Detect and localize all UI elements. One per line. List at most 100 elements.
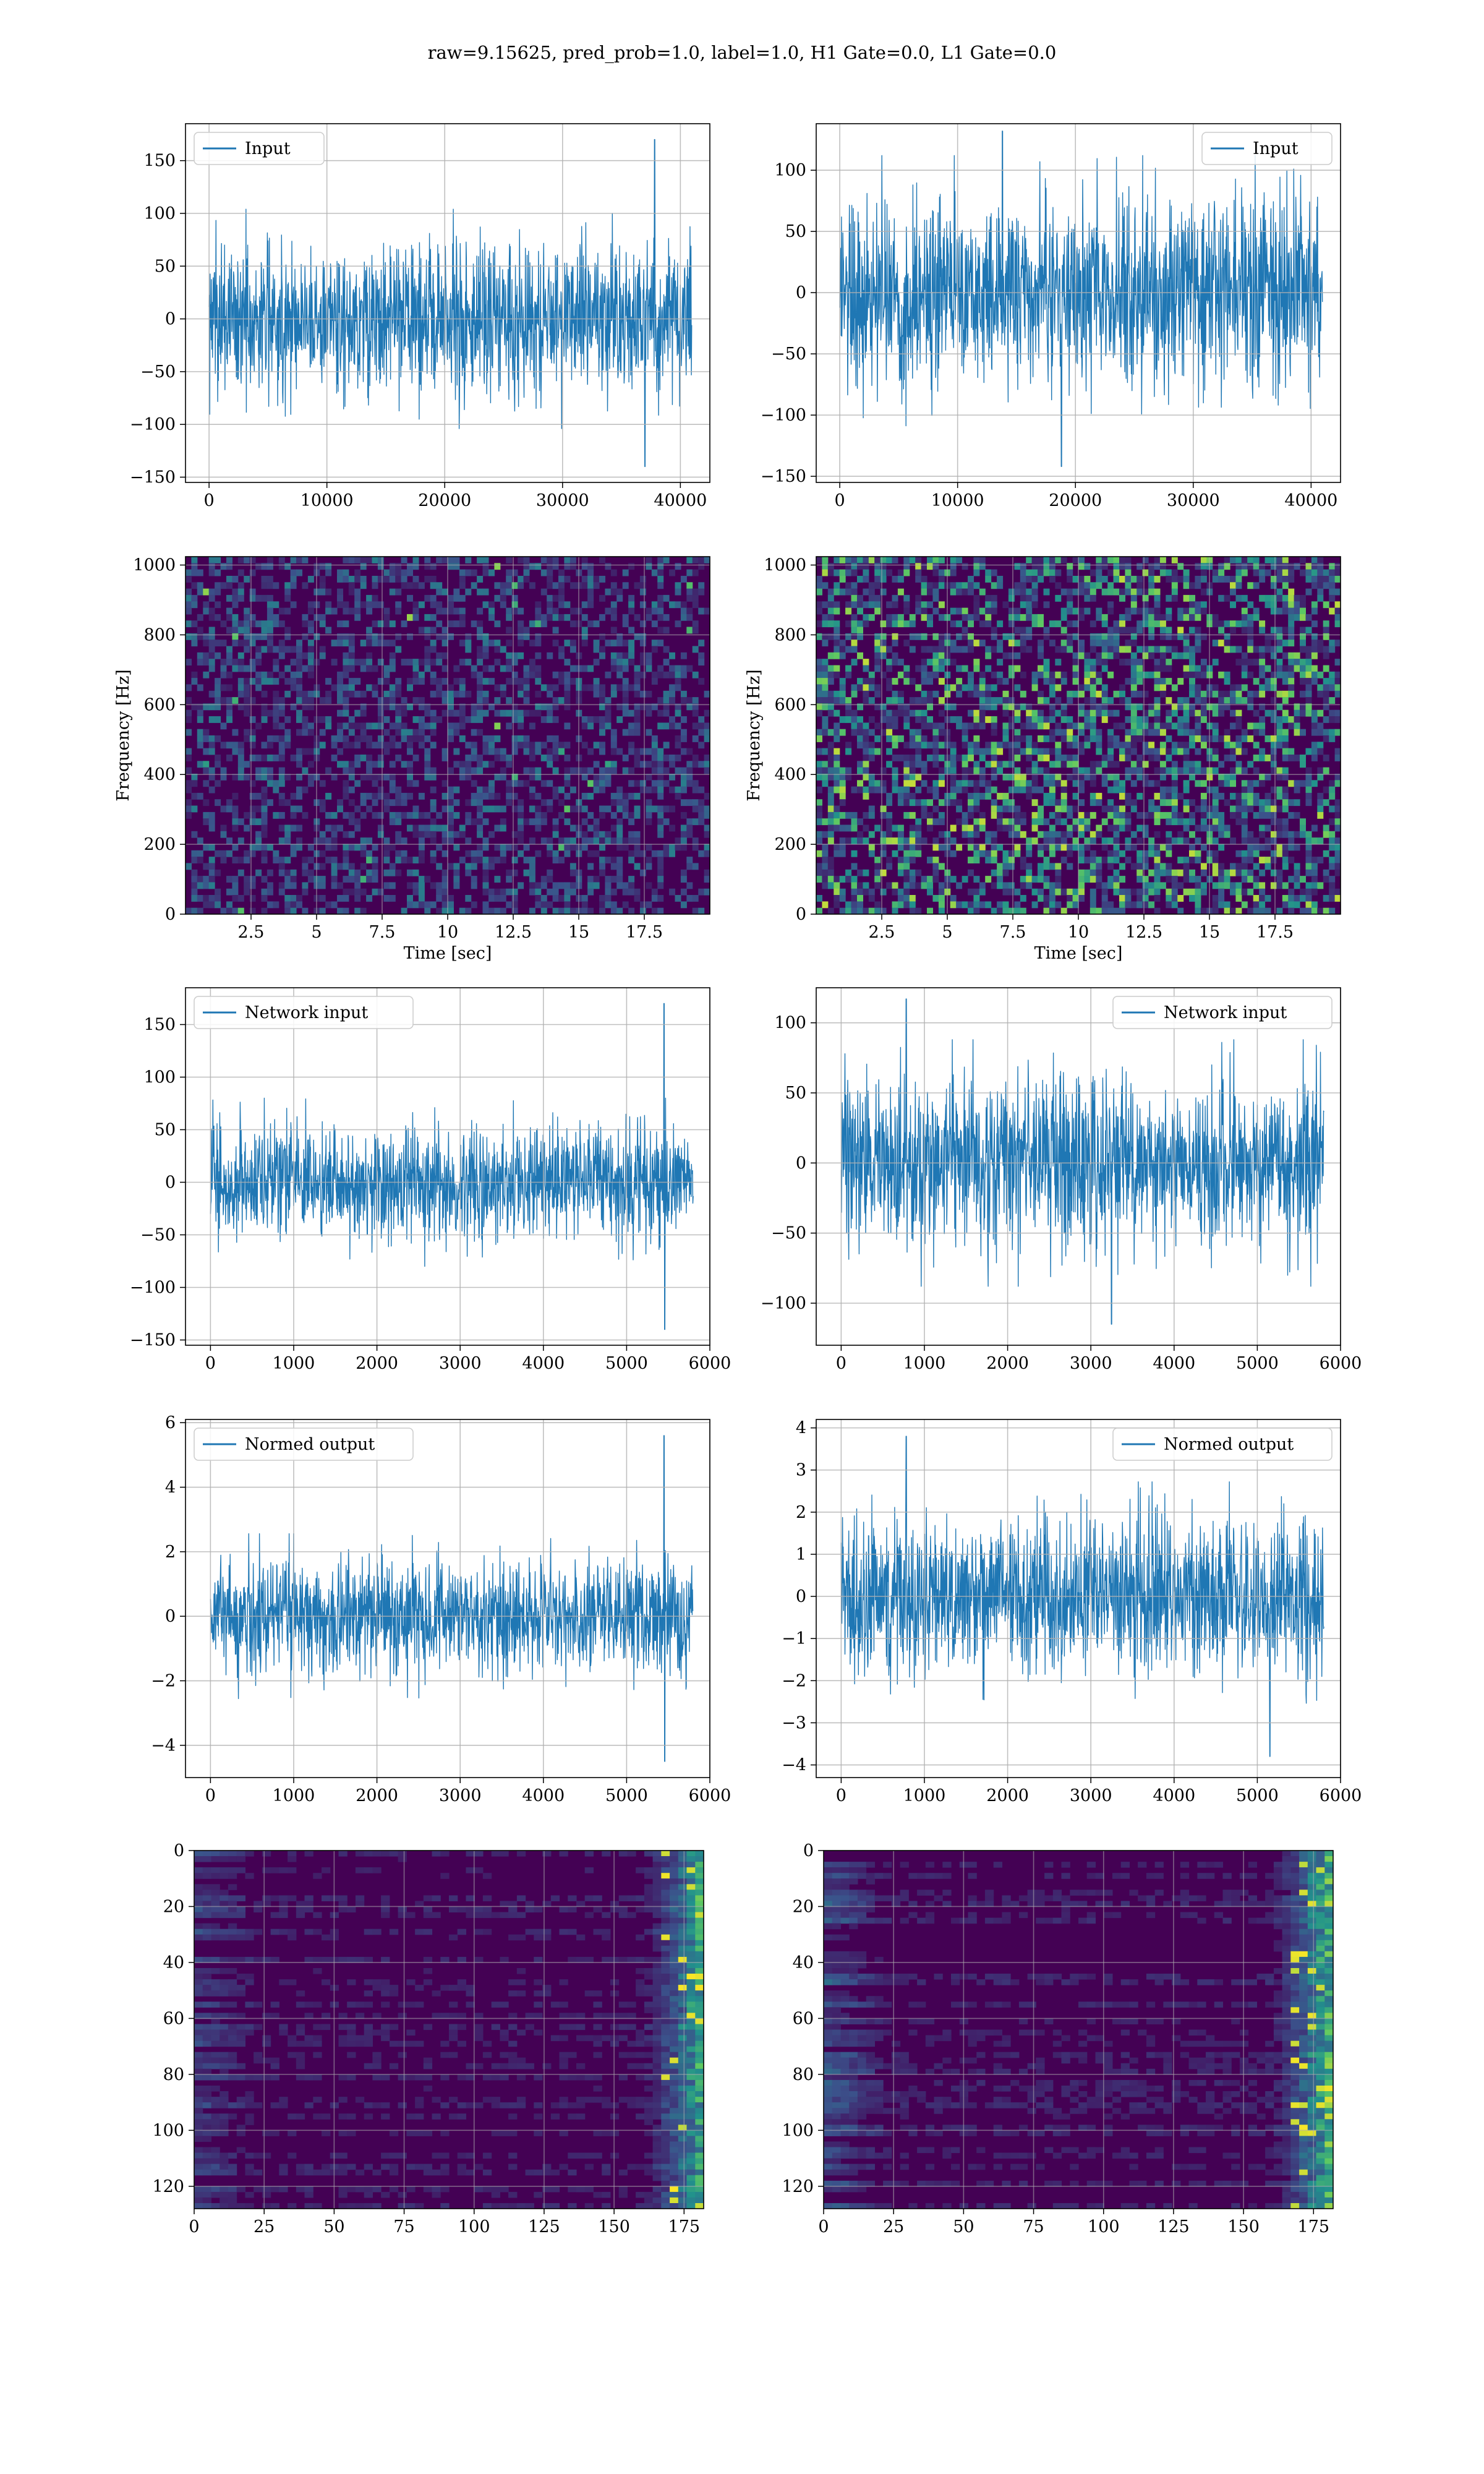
- feature-map-l1-image: [824, 1851, 1333, 2209]
- y-tick-label: 0: [796, 1587, 806, 1606]
- y-tick-label: −150: [130, 468, 176, 487]
- x-tick-label: 0: [205, 1354, 216, 1373]
- legend-label: Normed output: [1164, 1435, 1294, 1454]
- y-tick-label: 3: [796, 1461, 806, 1480]
- y-tick-label: 400: [143, 765, 176, 784]
- spectrogram-h1-panel: 2.5 5 7.5 10 12.5 15 17.5 0 200 400 600 800 1000 Time…: [114, 556, 710, 963]
- x-tick-label: 2.5: [869, 923, 895, 942]
- network-input-h1-legend: Network input: [194, 996, 414, 1029]
- y-tick-label: 0: [796, 1154, 806, 1173]
- y-tick-label: 100: [774, 1014, 806, 1033]
- y-tick-label: 0: [165, 310, 176, 329]
- x-tick-label: 17.5: [1256, 923, 1294, 942]
- y-tick-label: −100: [130, 415, 176, 434]
- x-tick-label: 2000: [986, 1786, 1029, 1805]
- input-h1-series-line: [208, 139, 693, 468]
- normed-output-h1-panel: 0 1000 2000 3000 4000 5000 6000 −4 −2 0 2 4 6 Normed …: [151, 1413, 731, 1805]
- x-tick-label: 5000: [1236, 1786, 1279, 1805]
- x-tick-label: 75: [1023, 2217, 1044, 2236]
- x-tick-label: 3000: [1070, 1354, 1112, 1373]
- y-tick-label: 100: [143, 1068, 176, 1087]
- x-tick-label: 5: [311, 923, 322, 942]
- normed-output-l1-frame: [816, 1419, 1341, 1778]
- y-tick-label: 200: [774, 835, 806, 854]
- network-input-l1-panel: 0 1000 2000 3000 4000 5000 6000 −100 −50 0 50 100 Ne…: [761, 987, 1362, 1373]
- y-tick-label: 0: [165, 1173, 176, 1192]
- y-tick-label: −4: [782, 1756, 806, 1775]
- x-tick-label: 5: [942, 923, 952, 942]
- y-tick-label: 0: [165, 905, 176, 924]
- x-tick-label: 10000: [301, 491, 354, 510]
- x-tick-label: 1000: [903, 1786, 946, 1805]
- y-tick-label: 50: [785, 222, 806, 241]
- x-tick-label: 0: [204, 491, 215, 510]
- feature-map-h1-frame: [194, 1850, 704, 2209]
- y-tick-label: 2: [796, 1503, 806, 1522]
- x-tick-label: 12.5: [495, 923, 532, 942]
- y-tick-label: 400: [774, 765, 806, 784]
- y-tick-label: 2: [165, 1543, 176, 1562]
- y-tick-label: 20: [793, 1897, 814, 1916]
- y-tick-label: 600: [143, 695, 176, 714]
- input-l1-frame: [816, 123, 1341, 483]
- y-tick-label: 1000: [133, 556, 176, 575]
- y-tick-label: 0: [796, 283, 806, 302]
- x-tick-label: 2.5: [238, 923, 265, 942]
- normed-output-l1-legend: Normed output: [1112, 1427, 1333, 1461]
- y-tick-label: 800: [143, 625, 176, 644]
- y-tick-label: 0: [165, 1607, 176, 1626]
- x-tick-label: 2000: [356, 1786, 398, 1805]
- x-tick-label: 4000: [522, 1786, 565, 1805]
- x-tick-label: 40000: [654, 491, 707, 510]
- x-tick-label: 7.5: [369, 923, 396, 942]
- y-tick-label: 1: [796, 1545, 806, 1564]
- legend-label: Normed output: [245, 1435, 375, 1454]
- x-tick-label: 6000: [689, 1354, 731, 1373]
- spectrogram-l1-panel: 2.5 5 7.5 10 12.5 15 17.5 0 200 400 600 800 1000 Time…: [744, 556, 1341, 963]
- network-input-l1-legend: Network input: [1112, 996, 1333, 1029]
- x-tick-label: 30000: [1167, 491, 1220, 510]
- x-tick-label: 10: [1068, 923, 1089, 942]
- x-tick-label: 0: [205, 1786, 216, 1805]
- y-tick-label: 40: [793, 1953, 814, 1972]
- y-tick-label: 150: [143, 1016, 176, 1035]
- y-tick-label: −50: [140, 362, 176, 382]
- x-tick-label: 3000: [439, 1354, 482, 1373]
- x-tick-label: 5000: [1236, 1354, 1279, 1373]
- x-tick-label: 0: [835, 491, 845, 510]
- x-tick-label: 25: [883, 2217, 904, 2236]
- x-tick-label: 0: [189, 2217, 199, 2236]
- legend-label: Input: [245, 139, 291, 158]
- x-tick-label: 1000: [273, 1354, 315, 1373]
- y-tick-label: 100: [143, 204, 176, 223]
- x-tick-label: 75: [393, 2217, 414, 2236]
- x-tick-label: 2000: [356, 1354, 398, 1373]
- x-tick-label: 25: [254, 2217, 275, 2236]
- x-tick-label: 100: [1088, 2217, 1120, 2236]
- y-tick-label: −4: [151, 1736, 176, 1755]
- y-tick-label: −2: [782, 1671, 806, 1690]
- normed-output-l1-panel: 0 1000 2000 3000 4000 5000 6000 −4 −3 −2 −1 0 1 2 3 4 No…: [782, 1419, 1362, 1805]
- y-tick-label: 120: [152, 2177, 184, 2196]
- x-tick-label: 15: [1199, 923, 1220, 942]
- x-tick-label: 175: [668, 2217, 701, 2236]
- y-tick-label: 200: [143, 835, 176, 854]
- y-tick-label: 60: [163, 2009, 184, 2028]
- y-tick-label: −50: [771, 345, 806, 364]
- y-tick-label: 0: [796, 905, 806, 924]
- x-tick-label: 10: [437, 923, 458, 942]
- x-tick-label: 150: [1227, 2217, 1260, 2236]
- y-tick-label: 150: [143, 152, 176, 171]
- y-tick-label: 6: [165, 1413, 176, 1432]
- y-tick-label: −50: [140, 1226, 176, 1245]
- x-tick-label: 6000: [689, 1786, 731, 1805]
- x-tick-label: 7.5: [1000, 923, 1026, 942]
- x-tick-label: 40000: [1284, 491, 1337, 510]
- x-tick-label: 10000: [931, 491, 984, 510]
- x-tick-label: 6000: [1320, 1786, 1362, 1805]
- input-h1-frame: [185, 123, 710, 483]
- x-tick-label: 6000: [1320, 1354, 1362, 1373]
- x-tick-label: 2000: [986, 1354, 1029, 1373]
- network-input-l1-frame: [816, 987, 1341, 1346]
